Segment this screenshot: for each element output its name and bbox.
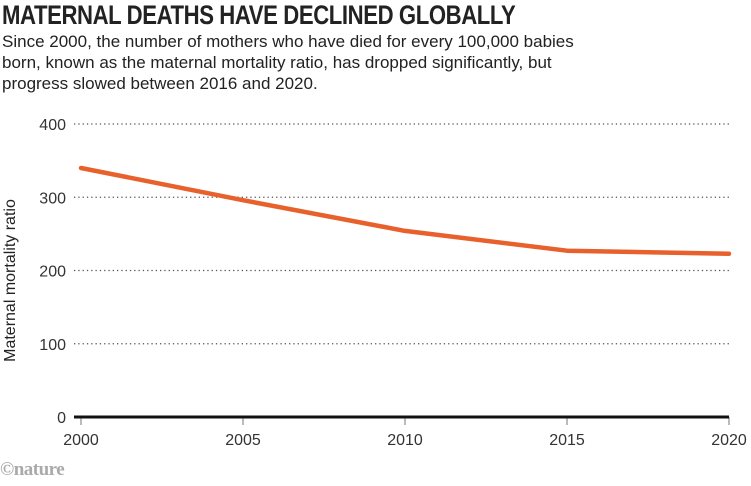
x-tick-label: 2000 bbox=[63, 432, 99, 449]
x-tick-label: 2010 bbox=[387, 432, 423, 449]
series-line bbox=[78, 165, 732, 256]
x-tick-label: 2015 bbox=[549, 432, 585, 449]
x-axis-ticks: 2000 2005 2010 2015 2020 bbox=[63, 417, 747, 449]
y-tick-label: 100 bbox=[39, 337, 66, 354]
y-tick-label: 0 bbox=[57, 410, 66, 427]
nature-credit: ©nature bbox=[0, 459, 65, 480]
y-tick-label: 400 bbox=[39, 117, 66, 134]
gridlines bbox=[74, 123, 729, 345]
y-tick-label: 300 bbox=[39, 190, 66, 207]
y-axis-label: Maternal mortality ratio bbox=[2, 199, 19, 362]
y-tick-label: 200 bbox=[39, 264, 66, 281]
x-tick-label: 2020 bbox=[711, 432, 747, 449]
y-axis-ticks: 0 100 200 300 400 bbox=[39, 117, 66, 427]
chart-title: MATERNAL DEATHS HAVE DECLINED GLOBALLY bbox=[2, 0, 516, 30]
chart-subtitle: Since 2000, the number of mothers who ha… bbox=[2, 32, 574, 93]
x-tick-label: 2005 bbox=[225, 432, 261, 449]
